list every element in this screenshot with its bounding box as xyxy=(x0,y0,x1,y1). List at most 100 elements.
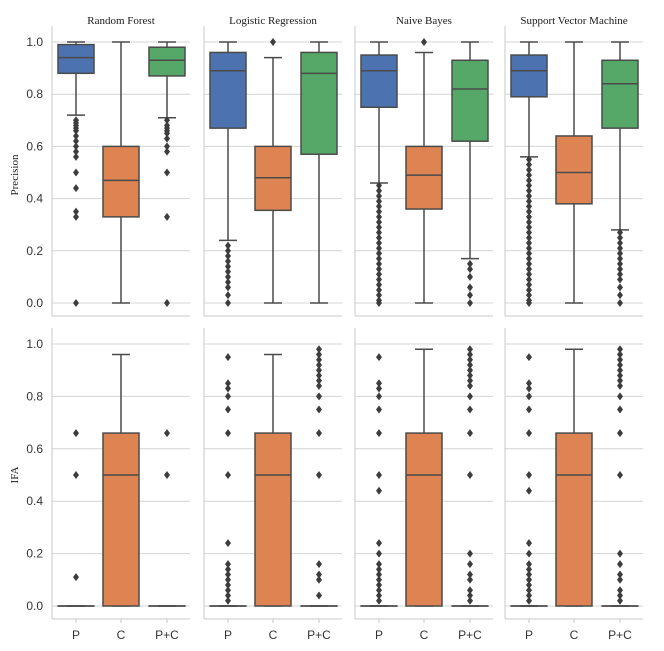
precision-random-forest-pplusc-flier xyxy=(164,129,170,138)
precision-support-vector-machine-p-flier xyxy=(526,265,532,274)
ifa-random-forest-p-flier xyxy=(73,573,79,582)
precision-support-vector-machine-p-flier xyxy=(526,202,532,211)
precision-random-forest-pplusc-flier xyxy=(164,212,170,221)
ifa-support-vector-machine-p-flier xyxy=(526,560,532,569)
ifa-support-vector-machine-pplusc-flier xyxy=(617,549,623,558)
precision-naive-bayes-p-flier xyxy=(376,270,382,279)
xtick-label: C xyxy=(570,628,579,642)
ifa-support-vector-machine-p-flier xyxy=(526,591,532,600)
precision-naive-bayes-p-flier xyxy=(376,197,382,206)
precision-support-vector-machine-p-flier xyxy=(526,218,532,227)
precision-random-forest-p-box xyxy=(57,43,95,75)
ifa-naive-bayes-p-flier xyxy=(376,581,382,590)
precision-random-forest-p-flier xyxy=(73,126,79,135)
ifa-support-vector-machine-p-flier xyxy=(526,384,532,393)
precision-random-forest-p-flier xyxy=(73,142,79,151)
ifa-logistic-regression-p-flier xyxy=(225,575,231,584)
precision-naive-bayes-p-flier xyxy=(376,285,382,294)
precision-naive-bayes-p-flier xyxy=(376,244,382,253)
precision-random-forest-p-flier xyxy=(73,131,79,140)
ifa-naive-bayes-p-flier xyxy=(376,596,382,605)
precision-naive-bayes-pplusc-flier xyxy=(467,283,473,292)
precision-random-forest-p-flier xyxy=(73,152,79,161)
ifa-random-forest-p-flier xyxy=(73,429,79,438)
precision-support-vector-machine-p-flier xyxy=(526,299,532,307)
ifa-logistic-regression-p-flier xyxy=(225,384,231,393)
precision-random-forest-p-flier xyxy=(73,207,79,216)
precision-support-vector-machine-p-flier xyxy=(526,212,532,221)
ifa-support-vector-machine-p-flier xyxy=(526,586,532,595)
precision-random-forest-pplusc-flier xyxy=(164,142,170,151)
xtick-label: P xyxy=(375,628,383,642)
precision-support-vector-machine-pplusc-flier xyxy=(617,249,623,258)
ifa-naive-bayes-pplusc-flier xyxy=(467,429,473,438)
precision-naive-bayes-c-box xyxy=(405,145,443,210)
ifa-naive-bayes-p-flier xyxy=(376,392,382,401)
xtick-label: P+C xyxy=(458,628,482,642)
ifa-naive-bayes-pplusc-flier xyxy=(467,549,473,558)
xtick-label: P+C xyxy=(608,628,632,642)
precision-naive-bayes-p-flier xyxy=(376,280,382,289)
ifa-logistic-regression-p-flier xyxy=(225,586,231,595)
ytick-label: 1.0 xyxy=(26,337,43,351)
precision-naive-bayes-pplusc-flier xyxy=(467,272,473,281)
ifa-logistic-regression-p-flier xyxy=(225,471,231,479)
precision-support-vector-machine-p-flier xyxy=(526,155,532,164)
precision-logistic-regression-p-flier xyxy=(225,246,231,255)
precision-logistic-regression-p-flier xyxy=(225,291,231,300)
ifa-support-vector-machine-p-flier xyxy=(526,471,532,479)
ifa-support-vector-machine-pplusc-flier xyxy=(617,366,623,375)
ifa-support-vector-machine-p-flier xyxy=(526,486,532,495)
xtick-label: P xyxy=(224,628,232,642)
ifa-support-vector-machine-pplusc-flier xyxy=(617,471,623,479)
ifa-naive-bayes-pplusc-flier xyxy=(467,405,473,414)
ifa-support-vector-machine-pplusc-flier xyxy=(617,405,623,414)
ifa-logistic-regression-pplusc-flier xyxy=(316,355,322,364)
precision-naive-bayes-p-flier xyxy=(376,202,382,211)
ifa-logistic-regression-pplusc-flier xyxy=(316,371,322,380)
ifa-naive-bayes-pplusc-flier xyxy=(467,570,473,579)
precision-support-vector-machine-pplusc-flier xyxy=(617,244,623,253)
ifa-naive-bayes-p-flier xyxy=(376,471,382,479)
precision-naive-bayes-pplusc-flier xyxy=(467,291,473,300)
precision-support-vector-machine-p-flier xyxy=(526,171,532,180)
ifa-naive-bayes-pplusc-flier xyxy=(467,591,473,600)
ytick-label: 0.8 xyxy=(26,389,43,403)
precision-naive-bayes-p-flier xyxy=(376,275,382,284)
precision-support-vector-machine-pplusc-flier xyxy=(617,283,623,292)
ifa-naive-bayes-p-flier xyxy=(376,549,382,558)
ifa-support-vector-machine-panel: P C P+C xyxy=(504,328,643,642)
ifa-support-vector-machine-p-flier xyxy=(526,405,532,414)
precision-support-vector-machine-p-flier xyxy=(526,165,532,174)
ifa-naive-bayes-pplusc-flier xyxy=(467,345,473,354)
ytick-label: 0.4 xyxy=(26,192,43,206)
ifa-naive-bayes-p-flier xyxy=(376,560,382,569)
precision-naive-bayes-p-flier xyxy=(376,299,382,307)
ifa-support-vector-machine-pplusc-flier xyxy=(617,381,623,390)
precision-support-vector-machine-pplusc-flier xyxy=(617,299,623,307)
panel-title: Naive Bayes xyxy=(396,15,452,27)
precision-naive-bayes-p-flier xyxy=(376,228,382,237)
ifa-logistic-regression-p-flier xyxy=(225,392,231,401)
precision-support-vector-machine-pplusc-flier xyxy=(617,254,623,263)
ifa-support-vector-machine-pplusc-flier xyxy=(617,371,623,380)
precision-support-vector-machine-p-flier xyxy=(526,186,532,195)
precision-support-vector-machine-p-flier xyxy=(526,285,532,294)
ytick-label: 0.2 xyxy=(26,244,43,258)
precision-support-vector-machine-p-flier xyxy=(526,176,532,185)
ifa-support-vector-machine-p-flier xyxy=(526,596,532,605)
ifa-support-vector-machine-pplusc-flier xyxy=(617,575,623,584)
precision-support-vector-machine-p-flier xyxy=(526,238,532,247)
precision-random-forest-pplusc-box xyxy=(148,46,186,77)
ifa-naive-bayes-pplusc-flier xyxy=(467,560,473,569)
precision-logistic-regression-p-flier xyxy=(225,267,231,276)
ytick-label: 0.6 xyxy=(26,139,43,153)
ifa-naive-bayes-pplusc-flier xyxy=(467,350,473,359)
ifa-support-vector-machine-pplusc-flier xyxy=(617,345,623,354)
ifa-random-forest-p-flier xyxy=(73,471,79,479)
ifa-logistic-regression-p-flier xyxy=(225,570,231,579)
ifa-logistic-regression-pplusc-flier xyxy=(316,405,322,414)
ifa-logistic-regression-pplusc-flier xyxy=(316,560,322,569)
ifa-ylabel: IFA xyxy=(9,466,21,483)
ifa-logistic-regression-pplusc-flier xyxy=(316,360,322,369)
